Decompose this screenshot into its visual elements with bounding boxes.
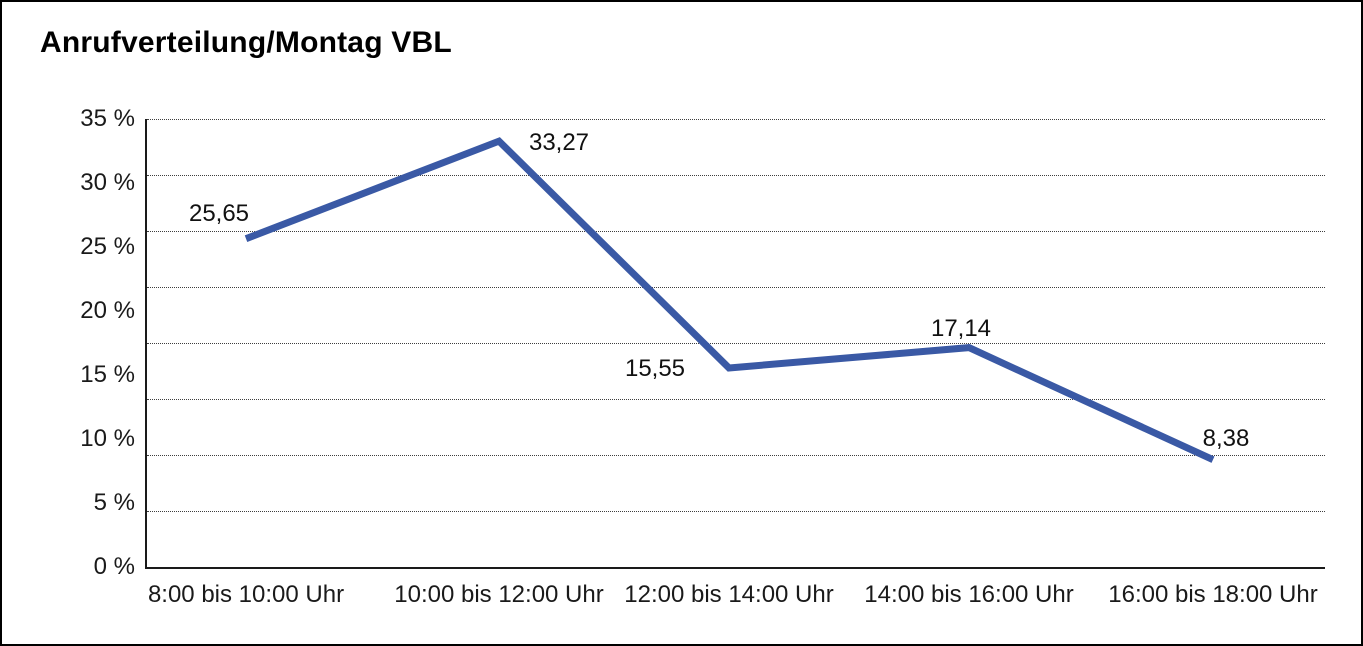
y-axis-tick-label: 10 % [80, 425, 135, 452]
data-point-label: 15,55 [624, 354, 686, 382]
gridline [147, 175, 1325, 176]
gridline [147, 399, 1325, 400]
y-axis-tick-label: 15 % [80, 361, 135, 388]
y-axis-tick-label: 30 % [80, 169, 135, 196]
y-axis-line [145, 119, 147, 567]
y-axis-tick-label: 20 % [80, 297, 135, 324]
series-line [244, 137, 1215, 463]
y-axis-tick-label: 25 % [80, 233, 135, 260]
data-point-label: 17,14 [930, 314, 992, 342]
y-axis-tick-label: 0 % [93, 553, 135, 580]
x-axis-category-label: 10:00 bis 12:00 Uhr [394, 581, 604, 608]
gridline [147, 455, 1325, 456]
x-axis-category-label: 16:00 bis 18:00 Uhr [1108, 581, 1318, 608]
gridline [147, 343, 1325, 344]
x-axis-category-label: 12:00 bis 14:00 Uhr [624, 581, 834, 608]
gridline [147, 231, 1325, 232]
data-point-label: 8,38 [1202, 424, 1250, 452]
gridline [147, 119, 1325, 120]
data-point-label: 33,27 [528, 129, 590, 157]
y-axis-tick-label: 35 % [80, 105, 135, 132]
gridline [147, 511, 1325, 512]
series-line-svg [244, 137, 1215, 463]
plot-area: 35 % 30 % 25 % 20 % 15 % 10 % 5 % 0 % 8:00 bis 1… [80, 105, 1325, 608]
chart-title: Anrufverteilung/Montag VBL [40, 26, 452, 59]
x-axis-category-label: 14:00 bis 16:00 Uhr [864, 581, 1074, 608]
x-axis-category-label: 8:00 bis 10:00 Uhr [147, 581, 345, 608]
data-point-label: 25,65 [188, 199, 250, 227]
y-axis-tick-label: 5 % [93, 489, 135, 516]
gridline [147, 287, 1325, 288]
x-axis-line [145, 567, 1325, 569]
